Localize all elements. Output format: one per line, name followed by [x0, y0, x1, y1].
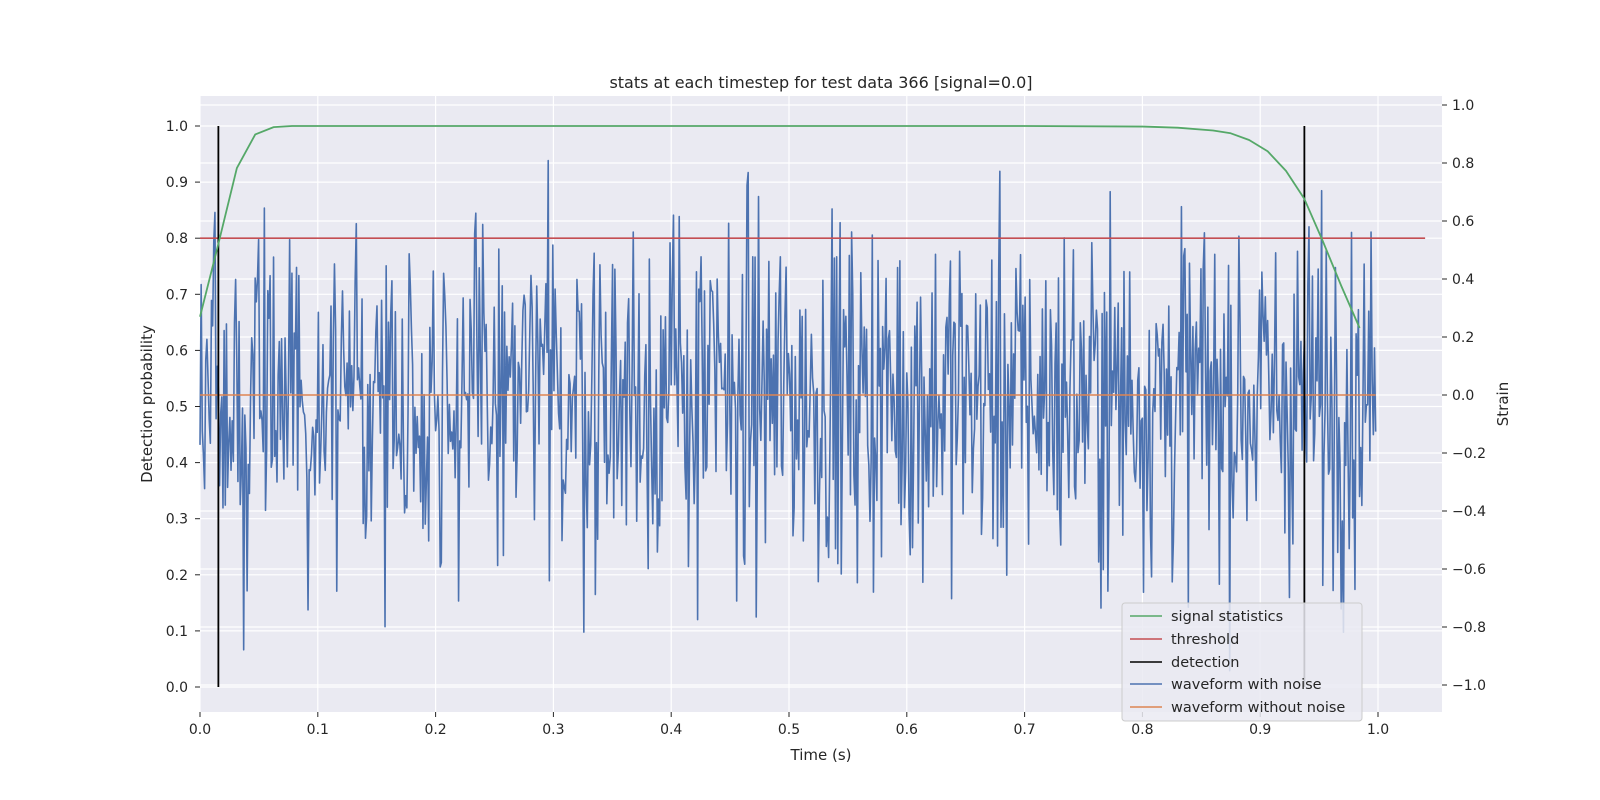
- x-tick-label: 0.3: [542, 722, 564, 738]
- y-right-tick-label: −0.2: [1452, 446, 1486, 462]
- x-tick-label: 0.2: [424, 722, 446, 738]
- x-tick-label: 0.4: [660, 722, 682, 738]
- y-left-tick-label: 0.1: [166, 624, 188, 640]
- x-tick-label: 0.8: [1131, 722, 1153, 738]
- x-tick-label: 0.9: [1249, 722, 1271, 738]
- y-right-tick-label: −1.0: [1452, 678, 1486, 694]
- legend-label-waveform-without-noise: waveform without noise: [1171, 700, 1345, 716]
- y-right-tick-label: 1.0: [1452, 98, 1474, 114]
- y-right-tick-label: 0.2: [1452, 330, 1474, 346]
- legend-label-signal-statistics: signal statistics: [1171, 609, 1283, 625]
- y-right-tick-label: −0.6: [1452, 562, 1486, 578]
- y-left-tick-label: 0.8: [166, 231, 188, 247]
- y-left-tick-label: 0.5: [166, 400, 188, 416]
- x-axis-label: Time (s): [790, 746, 852, 764]
- x-tick-label: 0.1: [307, 722, 329, 738]
- x-tick-label: 0.7: [1013, 722, 1035, 738]
- legend-label-waveform-with-noise: waveform with noise: [1171, 677, 1322, 693]
- chart-title: stats at each timestep for test data 366…: [609, 73, 1032, 92]
- y-right-tick-label: 0.4: [1452, 272, 1474, 288]
- y-right-tick-label: −0.8: [1452, 620, 1486, 636]
- x-tick-label: 0.5: [778, 722, 800, 738]
- y-left-tick-label: 0.9: [166, 175, 188, 191]
- y-right-tick-label: 0.0: [1452, 388, 1474, 404]
- axes: 0.0 0.1 0.2 0.3 0.4 0.5 0.6 0.7 0.8 0.9 1.0 0.0 0.1 0…: [166, 98, 1486, 738]
- x-tick-label: 0.6: [896, 722, 918, 738]
- y-right-tick-label: 0.6: [1452, 214, 1474, 230]
- y-left-tick-label: 0.3: [166, 512, 188, 528]
- y-left-tick-label: 0.2: [166, 568, 188, 584]
- y-axis-label-left: Detection probability: [138, 325, 156, 483]
- x-tick-label: 1.0: [1367, 722, 1389, 738]
- y-left-tick-label: 0.6: [166, 343, 188, 359]
- y-axis-label-right: Strain: [1494, 382, 1512, 426]
- x-tick-label: 0.0: [189, 722, 211, 738]
- y-left-tick-label: 0.4: [166, 456, 188, 472]
- legend-box: [1121, 602, 1363, 722]
- y-right-tick-label: 0.8: [1452, 156, 1474, 172]
- legend-label-detection: detection: [1171, 655, 1239, 671]
- legend-label-threshold: threshold: [1171, 632, 1239, 648]
- y-left-tick-label: 0.7: [166, 287, 188, 303]
- series-signal-statistics: [199, 125, 1361, 329]
- y-left-tick-label: 0.0: [166, 680, 188, 696]
- series-waveform-with-noise: [199, 159, 1377, 672]
- y-left-tick-label: 1.0: [166, 119, 188, 135]
- y-right-tick-label: −0.4: [1452, 504, 1486, 520]
- series-layer: [199, 125, 1426, 687]
- legend: signal statistics threshold detection wa…: [1121, 602, 1363, 722]
